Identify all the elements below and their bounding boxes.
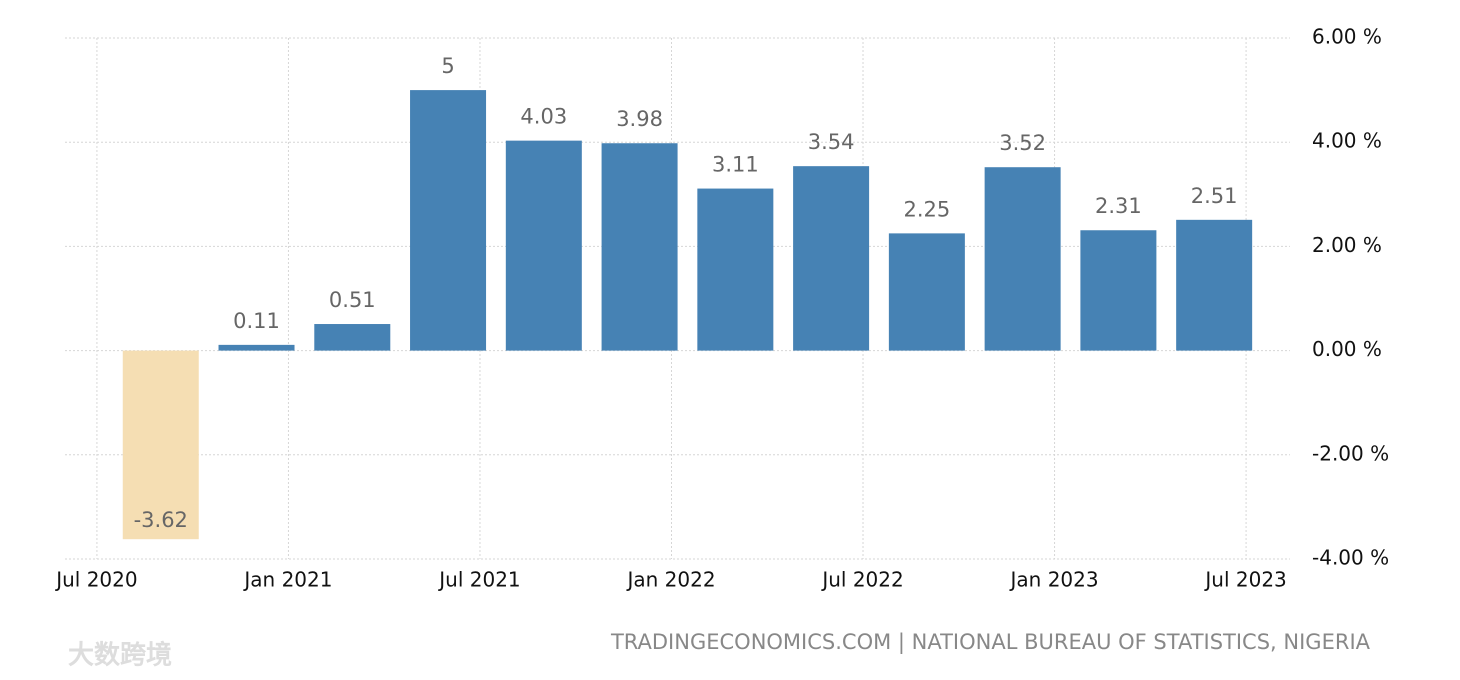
y-tick-label: 6.00 % <box>1312 25 1382 49</box>
source: TRADINGECONOMICS.COM | NATIONAL BUREAU O… <box>610 630 1371 655</box>
y-tick-label: -2.00 % <box>1312 441 1389 465</box>
y-tick-label: -4.00 % <box>1312 546 1389 570</box>
value-label: 2.51 <box>1191 184 1238 208</box>
x-tick-label: Jul 2022 <box>820 568 903 592</box>
bar <box>122 350 199 540</box>
bar <box>601 143 678 351</box>
x-tick-label: Jan 2023 <box>1009 568 1099 592</box>
value-label: 0.51 <box>329 288 376 312</box>
x-tick-label: Jan 2022 <box>625 568 715 592</box>
value-label: -3.62 <box>134 508 188 532</box>
bar <box>888 233 965 351</box>
watermark: 大数跨境 <box>68 640 172 671</box>
value-label: 2.25 <box>903 197 950 221</box>
y-tick-label: 4.00 % <box>1312 129 1382 153</box>
value-label: 4.03 <box>520 105 567 129</box>
x-tick-label: Jan 2021 <box>242 568 332 592</box>
bar <box>1080 230 1157 351</box>
value-label: 5 <box>441 54 454 78</box>
value-label: 2.31 <box>1095 194 1142 218</box>
bar <box>410 90 487 351</box>
bar <box>697 188 774 351</box>
bar <box>984 167 1061 351</box>
bar <box>314 324 391 351</box>
value-label: 3.11 <box>712 153 759 177</box>
value-label: 0.11 <box>233 309 280 333</box>
bar <box>505 140 582 351</box>
value-label: 3.54 <box>808 130 855 154</box>
x-tick-label: Jul 2021 <box>437 568 520 592</box>
x-tick-label: Jul 2023 <box>1203 568 1286 592</box>
bar <box>793 166 870 351</box>
value-label: 3.98 <box>616 107 663 131</box>
y-tick-label: 0.00 % <box>1312 337 1382 361</box>
bar <box>1176 219 1253 351</box>
y-tick-label: 2.00 % <box>1312 233 1382 257</box>
value-label: 3.52 <box>999 131 1046 155</box>
bar <box>218 344 295 351</box>
x-tick-label: Jul 2020 <box>54 568 137 592</box>
